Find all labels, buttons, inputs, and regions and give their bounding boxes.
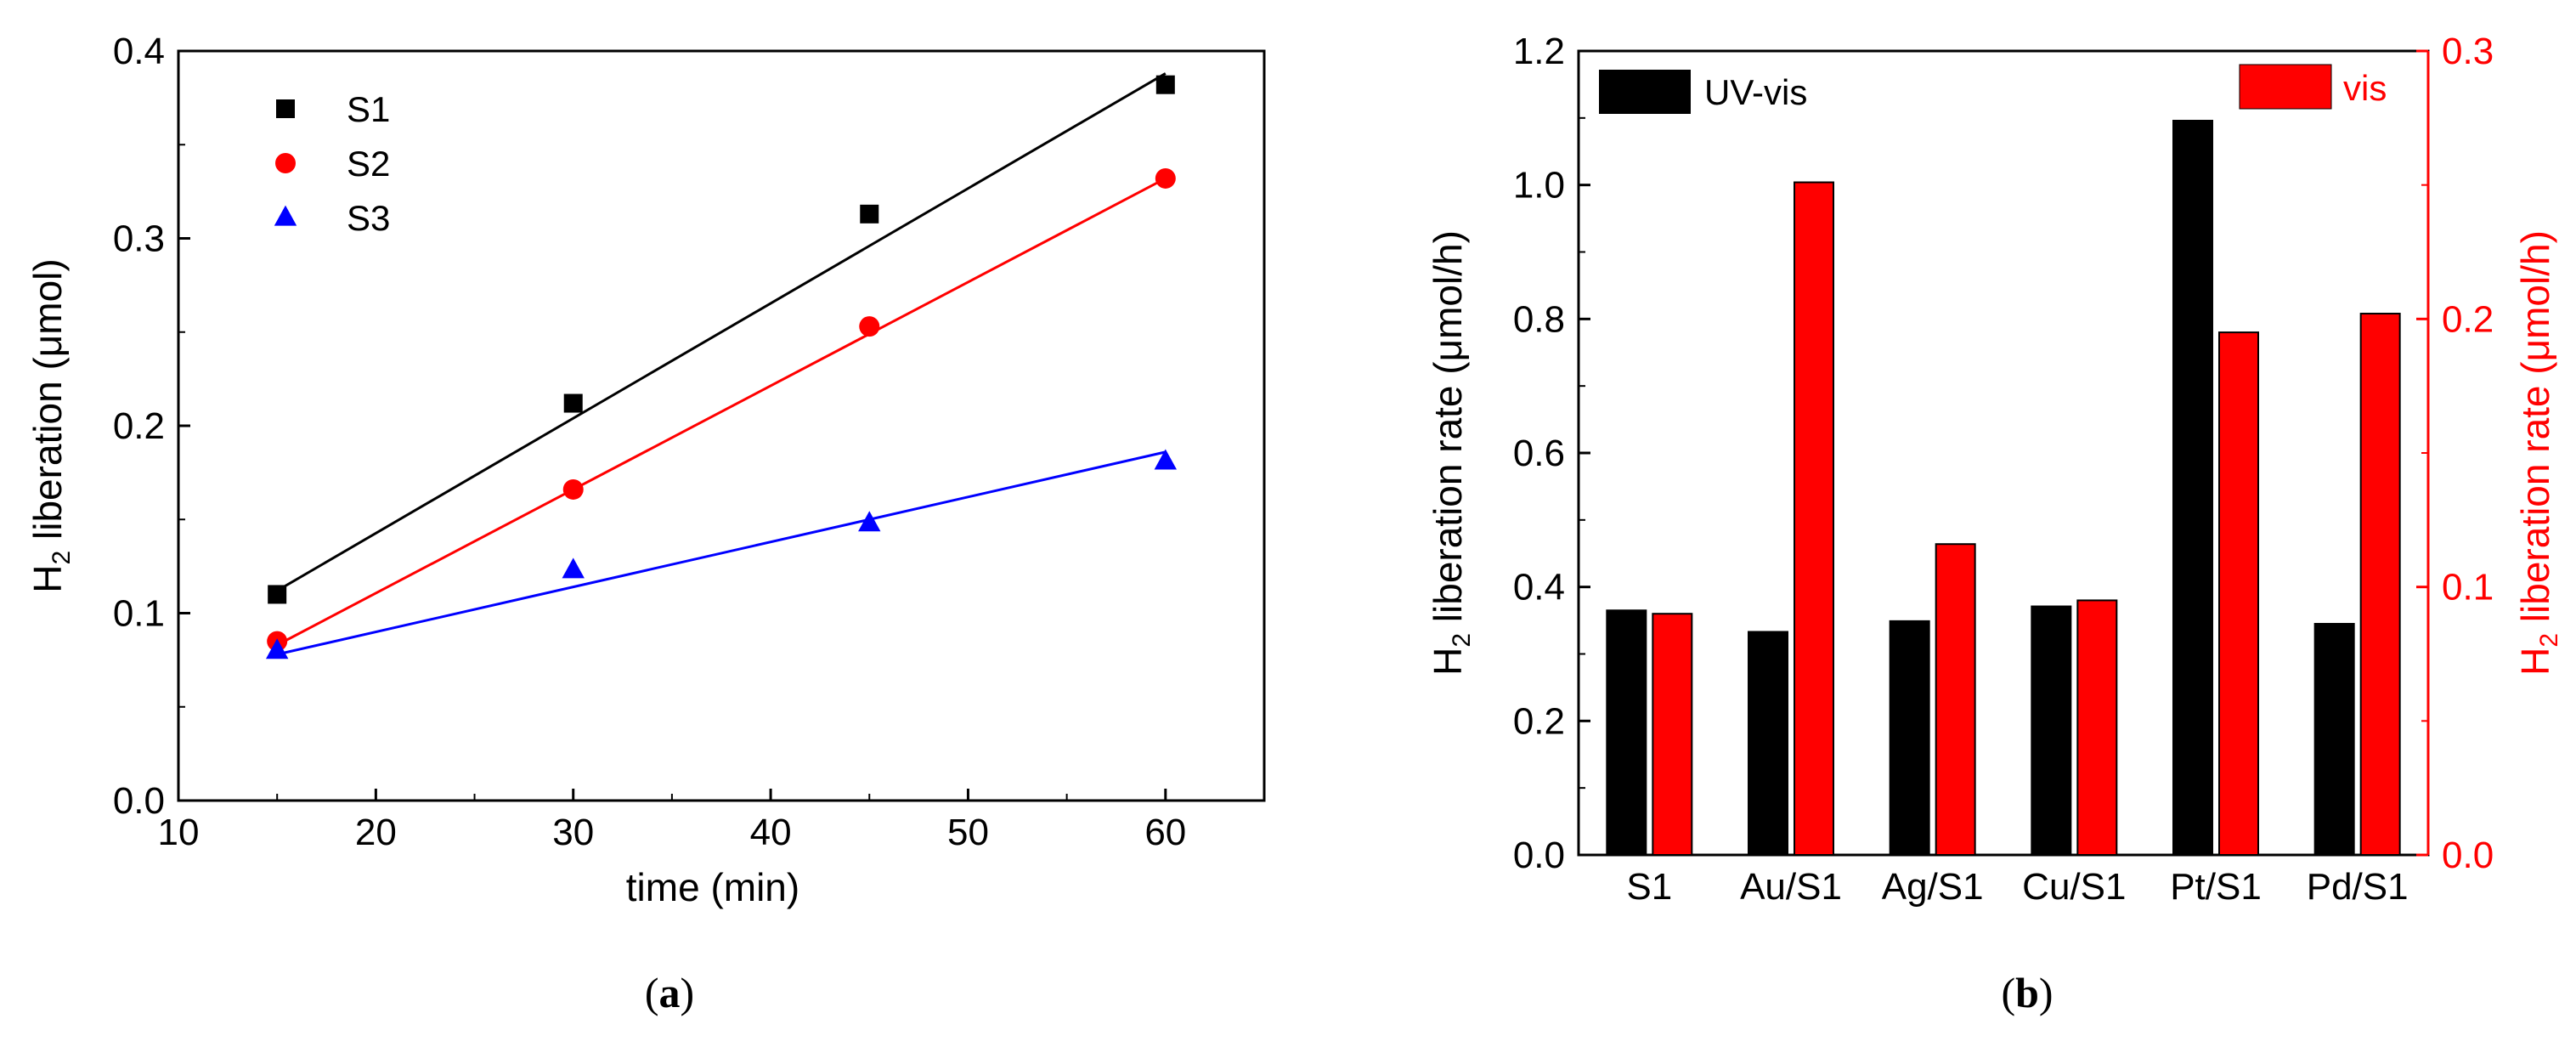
series-s2-point [859, 316, 880, 337]
chart-b-right-y-axis-label: H2 liberation rate (μmol/h) [2513, 230, 2563, 676]
chart-b-category-label: Cu/S1 [2022, 866, 2126, 908]
bar-uv-vis [1889, 620, 1930, 856]
series-s3-point [858, 511, 881, 532]
legend-s3-label: S3 [347, 198, 390, 238]
bar-vis [2218, 331, 2259, 857]
chart-b-right-tick-label: 0.2 [2442, 298, 2494, 340]
bar-vis [1652, 613, 1693, 856]
bar-vis [1794, 181, 1834, 857]
legend-vis-swatch [2239, 64, 2332, 110]
bar-uv-vis [2031, 605, 2072, 856]
bar-uv-vis [2313, 623, 2355, 857]
series-s1-fit-line [276, 72, 1167, 592]
chart-b-left-tick-label: 0.2 [1513, 700, 1565, 742]
chart-a-x-tick-label: 10 [158, 812, 200, 853]
chart-b-category-label: S1 [1626, 866, 1672, 908]
chart-a: 10 20 30 40 50 60 0.0 0.1 0.2 0.3 0.4 S1 S2 S3 time … [25, 31, 1266, 1016]
bar-uv-vis [1606, 609, 1647, 857]
chart-b-category-label: Ag/S1 [1882, 866, 1984, 908]
chart-b-right-tick-label: 0.0 [2442, 835, 2494, 876]
chart-a-y-tick-label: 0.2 [113, 405, 165, 447]
chart-a-y-axis-label: H2 liberation (μmol) [25, 258, 76, 592]
panel-a-label: (a) [645, 969, 694, 1016]
chart-a-x-tick-label: 30 [552, 812, 594, 853]
bar-vis [1935, 543, 1976, 856]
chart-a-x-tick-label: 40 [750, 812, 792, 853]
series-s3-point [562, 557, 585, 579]
chart-a-x-tick-label: 20 [355, 812, 397, 853]
legend-s3-marker [274, 205, 297, 226]
chart-a-x-tick-label: 50 [947, 812, 989, 853]
chart-a-y-tick-label: 0.1 [113, 593, 165, 635]
chart-a-y-tick-label: 0.4 [113, 31, 165, 72]
series-s2-fit-line [276, 177, 1167, 647]
chart-a-y-tick-label: 0.3 [113, 218, 165, 260]
legend-uv-vis-swatch [1599, 70, 1691, 114]
legend-s1-label: S1 [347, 89, 390, 129]
chart-b-category-label: Pd/S1 [2307, 866, 2409, 908]
series-s1-point [860, 204, 879, 224]
chart-b-left-tick-label: 1.0 [1513, 165, 1565, 207]
legend-s2-marker [275, 153, 296, 173]
legend-s2-label: S2 [347, 144, 390, 184]
chart-b-left-tick-label: 0.4 [1513, 567, 1565, 608]
series-s1-point [268, 585, 287, 604]
chart-b-plot-frame [1577, 49, 2430, 857]
chart-a-y-tick-label: 0.0 [113, 780, 165, 822]
chart-b-category-label: Au/S1 [1740, 866, 1842, 908]
bar-uv-vis [2172, 119, 2213, 856]
chart-b-right-tick-label: 0.3 [2442, 31, 2494, 72]
legend-s1-marker [276, 99, 295, 118]
series-s1-point [1155, 75, 1175, 94]
series-s3-point [265, 638, 289, 659]
series-s2-point [1155, 167, 1176, 189]
chart-a-x-tick-label: 60 [1144, 812, 1186, 853]
series-s3-fit-line [276, 450, 1167, 656]
legend-uv-vis-label: UV-vis [1704, 72, 1807, 112]
chart-b-left-y-axis-label: H2 liberation rate (μmol/h) [1426, 230, 1476, 676]
bar-uv-vis [1748, 631, 1788, 856]
chart-b-category-label: Pt/S1 [2170, 866, 2262, 908]
series-s2-point [562, 478, 584, 500]
panel-b-label: (b) [2001, 969, 2053, 1016]
chart-b-left-tick-label: 0.8 [1513, 298, 1565, 340]
legend-vis-label: vis [2343, 68, 2387, 108]
chart-b: S1 Au/S1 Ag/S1 Cu/S1 Pt/S1 Pd/S1 0.0 0.2 0.4 0.6 0… [1426, 31, 2563, 1016]
chart-b-right-tick-label: 0.1 [2442, 567, 2494, 608]
bar-vis [2076, 599, 2118, 857]
chart-a-plot-frame [177, 49, 1266, 802]
bar-vis [2359, 313, 2401, 856]
chart-b-left-tick-label: 1.2 [1513, 31, 1565, 72]
series-s1-point [563, 393, 583, 413]
chart-a-x-axis-label: time (min) [626, 865, 799, 909]
series-s3-point [1154, 449, 1178, 470]
chart-b-left-tick-label: 0.6 [1513, 433, 1565, 474]
chart-b-left-tick-label: 0.0 [1513, 835, 1565, 876]
